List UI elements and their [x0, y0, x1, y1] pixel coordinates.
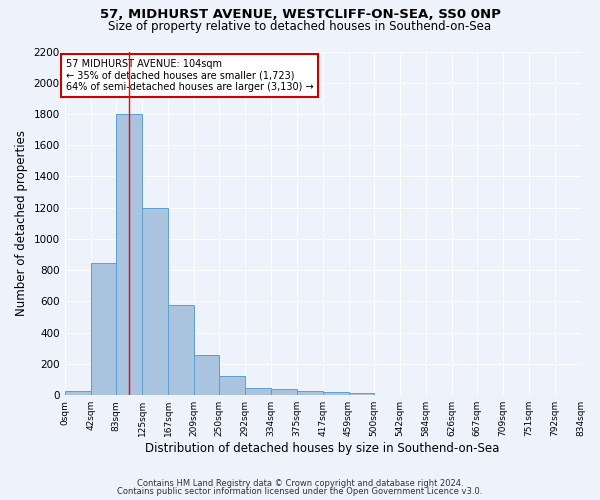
Bar: [245, 388, 271, 395]
Y-axis label: Number of detached properties: Number of detached properties: [15, 130, 28, 316]
Bar: [116, 114, 142, 395]
Bar: [65, 392, 91, 395]
Bar: [194, 356, 219, 395]
Text: 57, MIDHURST AVENUE, WESTCLIFF-ON-SEA, SS0 0NP: 57, MIDHURST AVENUE, WESTCLIFF-ON-SEA, S…: [100, 8, 500, 20]
Bar: [142, 208, 168, 395]
Text: 57 MIDHURST AVENUE: 104sqm
← 35% of detached houses are smaller (1,723)
64% of s: 57 MIDHURST AVENUE: 104sqm ← 35% of deta…: [66, 58, 314, 92]
Text: Contains public sector information licensed under the Open Government Licence v3: Contains public sector information licen…: [118, 487, 482, 496]
Bar: [168, 304, 194, 395]
Bar: [296, 390, 323, 395]
Bar: [91, 262, 116, 395]
Bar: [271, 389, 296, 395]
Bar: [323, 392, 349, 395]
Bar: [349, 394, 374, 395]
Bar: [219, 376, 245, 395]
Text: Contains HM Land Registry data © Crown copyright and database right 2024.: Contains HM Land Registry data © Crown c…: [137, 478, 463, 488]
X-axis label: Distribution of detached houses by size in Southend-on-Sea: Distribution of detached houses by size …: [145, 442, 500, 455]
Text: Size of property relative to detached houses in Southend-on-Sea: Size of property relative to detached ho…: [109, 20, 491, 33]
